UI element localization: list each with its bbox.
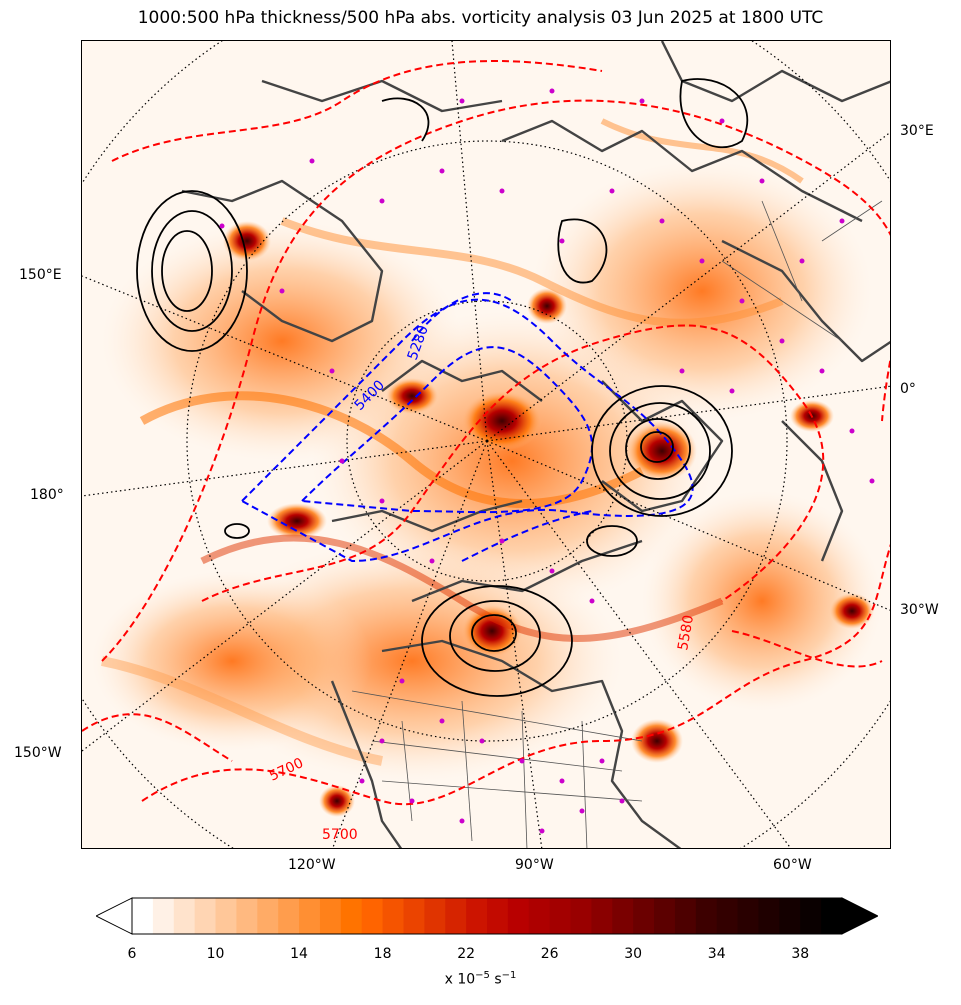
colorbar-segment [570,898,593,934]
colorbar-segment [800,898,822,934]
colorbar-segment [528,898,551,934]
colorbar-segment [549,898,572,934]
thickness-contours-red [82,60,890,806]
colorbar-ticks: 6 10 14 18 22 26 30 34 38 [0,946,961,966]
station-markers [219,88,875,834]
colorbar-tick-label: 38 [791,946,810,962]
colorbar-tick-label: 30 [624,946,643,962]
colorbar-segment [194,898,217,934]
map-canvas: 5700 5700 5280 5400 5580 [82,41,890,848]
lon-label-0: 0° [900,381,916,397]
colorbar-segment [445,898,467,934]
colorbar-segment [382,898,405,934]
colorbar-segment [236,898,258,934]
colorbar-segment [758,898,780,934]
colorbar-segment [779,898,801,934]
colorbar-segment [674,898,697,934]
colorbar-tick-label: 34 [707,946,726,962]
colorbar-tick-label: 18 [373,946,392,962]
colorbar-graphic [94,897,880,935]
units-seconds: s [489,971,502,988]
colorbar-segment [424,898,446,934]
lon-label-150e: 150°E [19,267,62,283]
colorbar-segment [466,898,488,934]
lon-label-60w: 60°W [773,857,812,873]
coastlines [181,41,890,848]
colorbar-border [131,897,843,935]
colorbar-extend-max [841,897,880,935]
colorbar [94,896,880,936]
colorbar-extend-min [94,897,133,935]
lon-label-150w: 150°W [14,745,62,761]
contour-label-5580: 5580 [675,614,697,652]
colorbar-segment [821,898,843,934]
thickness-contours-blue [240,292,694,563]
pressure-contours [136,78,749,697]
colorbar-segment [299,898,321,934]
colorbar-segment [487,898,509,934]
lon-label-90w: 90°W [515,857,554,873]
colorbar-tick-label: 10 [206,946,225,962]
colorbar-segment [695,898,718,934]
units-prefix: x 10 [444,971,476,988]
colorbar-segment [716,898,739,934]
lon-label-30e: 30°E [900,123,934,139]
colorbar-tick-label: 14 [290,946,308,962]
colorbar-segment [173,898,196,934]
colorbar-segment [507,898,530,934]
colorbar-segment [278,898,300,934]
lon-label-180: 180° [30,487,64,503]
colorbar-segment [340,898,363,934]
colorbar-tick-label: 6 [127,946,137,962]
map-panel: 5700 5700 5280 5400 5580 [81,40,891,849]
colorbar-segment [319,898,342,934]
colorbar-segment [152,898,175,934]
colorbar-segment [361,898,384,934]
colorbar-segment [215,898,238,934]
colorbar-tick-label: 22 [457,946,476,962]
colorbar-segment [633,898,655,934]
colorbar-segment [591,898,613,934]
units-exponent-2: −1 [501,970,517,981]
colorbar-units: x 10−5 s−1 [0,970,961,988]
colorbar-segment [257,898,279,934]
colorbar-segment [403,898,425,934]
vorticity-fill [82,41,890,848]
colorbar-segment [132,898,154,934]
lon-label-120w: 120°W [288,857,336,873]
units-exponent: −5 [475,970,490,981]
contour-label-5700-b: 5700 [322,827,358,843]
lon-label-30w: 30°W [900,602,939,618]
colorbar-tick-label: 26 [540,946,559,962]
chart-title: 1000:500 hPa thickness/500 hPa abs. vort… [137,8,824,28]
colorbar-segment [654,898,676,934]
colorbar-segment [612,898,634,934]
colorbar-segment [737,898,760,934]
